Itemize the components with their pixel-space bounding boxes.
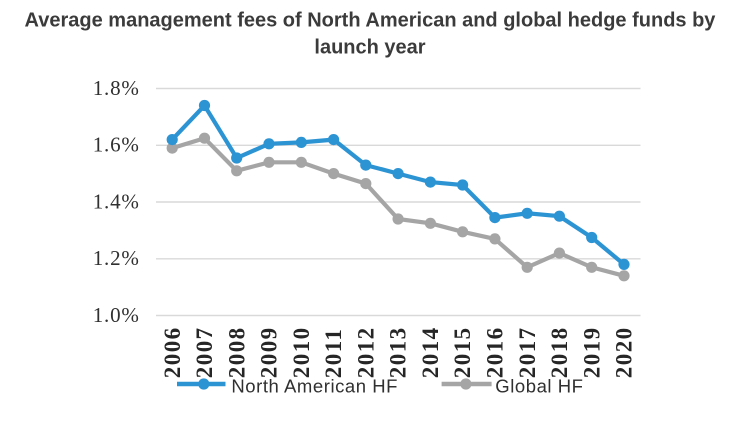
svg-text:2020: 2020 <box>612 326 637 378</box>
svg-text:2017: 2017 <box>515 326 540 378</box>
svg-text:launch year: launch year <box>314 37 425 59</box>
svg-text:2009: 2009 <box>257 326 282 378</box>
svg-text:2013: 2013 <box>386 326 411 378</box>
svg-text:2011: 2011 <box>321 328 346 379</box>
svg-text:2007: 2007 <box>192 326 217 378</box>
svg-text:2019: 2019 <box>579 326 604 378</box>
svg-text:2015: 2015 <box>450 326 475 378</box>
svg-text:1.4%: 1.4% <box>93 189 140 213</box>
svg-text:1.0%: 1.0% <box>93 303 140 327</box>
svg-text:1.6%: 1.6% <box>93 133 140 157</box>
svg-text:2006: 2006 <box>160 326 185 378</box>
svg-text:2018: 2018 <box>547 326 572 378</box>
svg-text:2016: 2016 <box>483 326 508 378</box>
svg-text:Average management fees of Nor: Average management fees of North America… <box>25 10 717 32</box>
svg-text:1.2%: 1.2% <box>93 246 140 270</box>
svg-text:1.8%: 1.8% <box>93 76 140 100</box>
svg-text:Global HF: Global HF <box>495 376 583 397</box>
svg-text:2014: 2014 <box>418 326 443 378</box>
svg-text:2008: 2008 <box>224 326 249 378</box>
svg-text:2012: 2012 <box>353 326 378 378</box>
svg-text:North American HF: North American HF <box>231 376 398 397</box>
svg-text:2010: 2010 <box>289 326 314 378</box>
